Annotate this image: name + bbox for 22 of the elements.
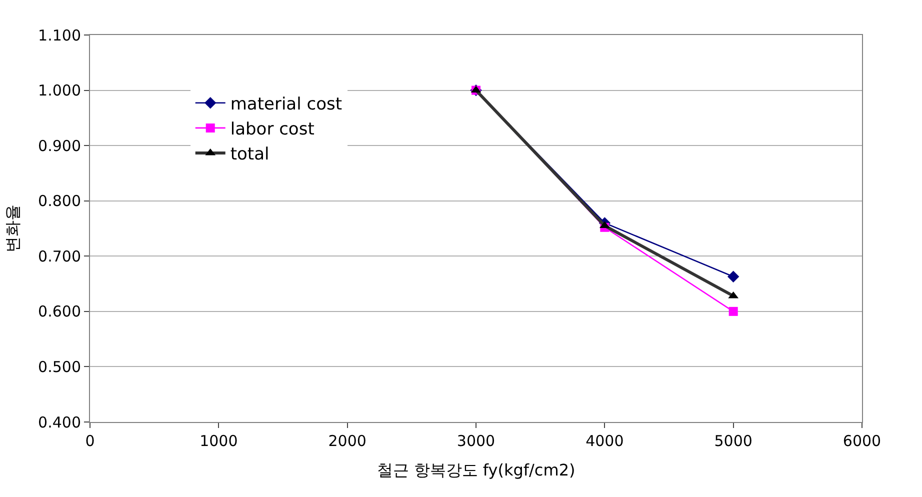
y-tick-label: 0.800 (38, 192, 81, 210)
point (728, 306, 738, 316)
x-tick-label: 6000 (842, 432, 882, 450)
y-tick-label: 0.900 (38, 136, 81, 155)
x-tick-label: 1000 (200, 432, 238, 450)
x-axis-title: 철근 항복강도 fy(kgf/cm2) (376, 460, 576, 480)
y-tick-label: 1.100 (38, 26, 81, 44)
x-tick-label: 3000 (456, 432, 496, 450)
x-tick-label: 0 (85, 432, 95, 450)
y-tick-label: 1.000 (38, 82, 81, 100)
y-tick-label: 0.500 (38, 358, 81, 376)
y-axis-title: 변화율 (2, 204, 22, 252)
legend-label: labor cost (230, 120, 315, 140)
legend-label: total (230, 144, 270, 165)
y-tick-label: 0.400 (38, 413, 81, 432)
x-tick-label: 5000 (714, 432, 752, 450)
x-tick-label: 4000 (586, 432, 624, 450)
y-tick-label: 0.700 (38, 247, 81, 266)
x-tick-label: 2000 (328, 432, 366, 450)
y-tick-label: 0.600 (38, 302, 81, 321)
legend-label: material cost (230, 94, 342, 114)
point (727, 270, 740, 282)
